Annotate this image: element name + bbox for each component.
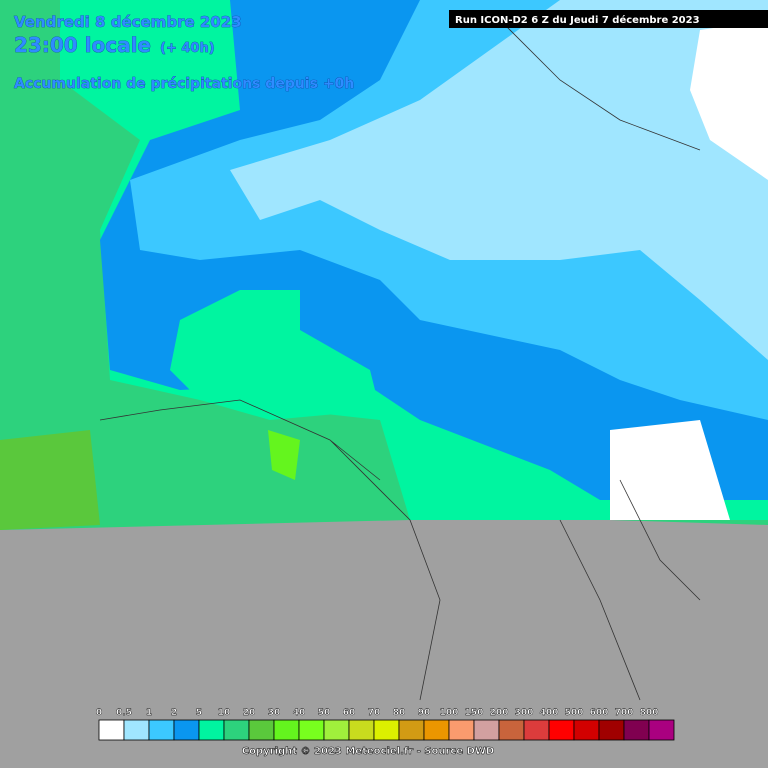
legend-swatch xyxy=(473,719,500,741)
legend-swatch xyxy=(423,719,450,741)
legend-label: 0.5 xyxy=(116,708,132,718)
precip-field xyxy=(0,430,100,530)
legend-swatch xyxy=(323,719,350,741)
legend-swatch xyxy=(598,719,625,741)
legend-swatch xyxy=(248,719,275,741)
precip-field xyxy=(268,430,300,480)
legend-label: 700 xyxy=(615,708,634,718)
legend-label: 150 xyxy=(465,708,484,718)
run: Run ICON-D2 6 Z du Jeudi 7 décembre 2023 xyxy=(455,14,700,26)
legend-swatch xyxy=(448,719,475,741)
legend-label: 800 xyxy=(640,708,659,718)
date: Vendredi 8 décembre 2023 xyxy=(14,13,242,31)
legend-label: 80 xyxy=(393,708,406,718)
legend-label: 90 xyxy=(418,708,431,718)
run-box xyxy=(449,10,768,28)
legend-swatch xyxy=(123,719,150,741)
precip-field xyxy=(230,0,768,360)
precip-field xyxy=(610,420,730,520)
precip-field xyxy=(690,20,768,180)
legend-label: 500 xyxy=(565,708,584,718)
legend-swatch xyxy=(523,719,550,741)
border xyxy=(99,19,701,701)
legend-swatch xyxy=(98,719,125,741)
legend-swatch xyxy=(198,719,225,741)
legend-label: 40 xyxy=(293,708,306,718)
legend-swatch xyxy=(173,719,200,741)
legend-swatch xyxy=(548,719,575,741)
legend-label: 600 xyxy=(590,708,609,718)
legend-label: 30 xyxy=(268,708,281,718)
legend-swatch xyxy=(498,719,525,741)
legend-label: 300 xyxy=(515,708,534,718)
offset: (+ 40h) xyxy=(160,41,215,56)
legend-label: 60 xyxy=(343,708,356,718)
subtitle: Accumulation de précipitations depuis +0… xyxy=(14,76,354,92)
legend-swatch xyxy=(648,719,675,741)
legend-label: 400 xyxy=(540,708,559,718)
legend-label: 2 xyxy=(171,708,177,718)
legend-label: 50 xyxy=(318,708,331,718)
legend: 0 0.5 1 2 5 10 20 30 40 50 60 70 80 90 100 150 200 300 400… xyxy=(96,708,675,741)
legend-swatch xyxy=(623,719,650,741)
legend-swatch xyxy=(373,719,400,741)
legend-label: 0 xyxy=(96,708,102,718)
legend-label: 100 xyxy=(440,708,459,718)
legend-swatch xyxy=(223,719,250,741)
legend-swatch xyxy=(148,719,175,741)
legend-swatch xyxy=(273,719,300,741)
legend-label: 5 xyxy=(196,708,202,718)
footer: Copyright © 2023 Meteociel.fr - Source D… xyxy=(242,746,494,757)
legend-label: 1 xyxy=(146,708,152,718)
time: 23:00 locale xyxy=(14,33,151,57)
legend-swatch xyxy=(348,719,375,741)
legend-label: 200 xyxy=(490,708,509,718)
legend-swatch xyxy=(573,719,600,741)
legend-swatch xyxy=(298,719,325,741)
legend-label: 20 xyxy=(243,708,256,718)
legend-swatch xyxy=(398,719,425,741)
precip-field xyxy=(170,290,380,420)
legend-label: 70 xyxy=(368,708,381,718)
legend-label: 10 xyxy=(218,708,231,718)
